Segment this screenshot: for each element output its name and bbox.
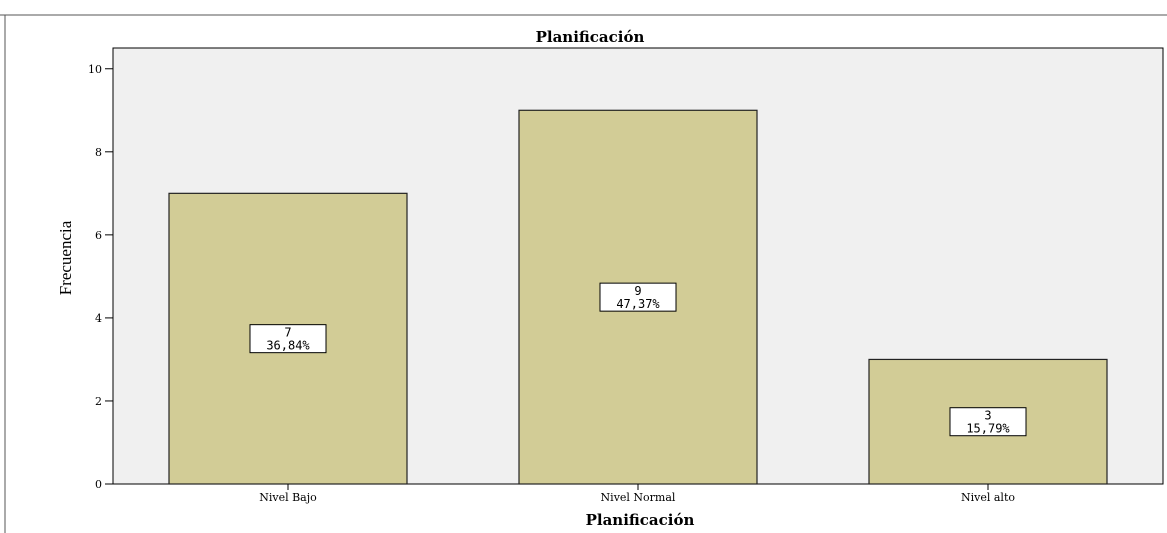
y-axis: 0 2 4 6 8 10 [88,63,113,491]
data-label-percent: 15,79% [966,422,1010,436]
y-tick-label: 0 [95,478,102,491]
data-label-box [949,407,1027,437]
data-label-count: 7 [284,326,291,340]
data-label-count: 3 [984,409,991,423]
y-tick-label: 2 [95,395,102,408]
x-category-label: Nivel Bajo [259,491,317,504]
x-axis: Nivel Bajo Nivel Normal Nivel alto [259,484,1015,504]
y-tick-label: 4 [95,312,102,325]
x-category-label: Nivel Normal [601,491,676,504]
data-label-box [249,324,327,354]
chart-title: Planificación [536,28,645,46]
y-axis-label: Frecuencia [56,220,75,295]
x-category-label: Nivel alto [961,491,1015,504]
bars: 736,84% 947,37% 315,79% [168,109,1108,485]
data-label-percent: 36,84% [266,339,310,353]
y-tick-label: 10 [88,63,102,76]
y-tick-label: 8 [95,146,102,159]
data-label-box [599,282,677,312]
data-label-count: 9 [634,284,641,298]
data-label-percent: 47,37% [616,297,660,311]
x-axis-label: Planificación [586,511,695,529]
y-tick-label: 6 [95,229,102,242]
